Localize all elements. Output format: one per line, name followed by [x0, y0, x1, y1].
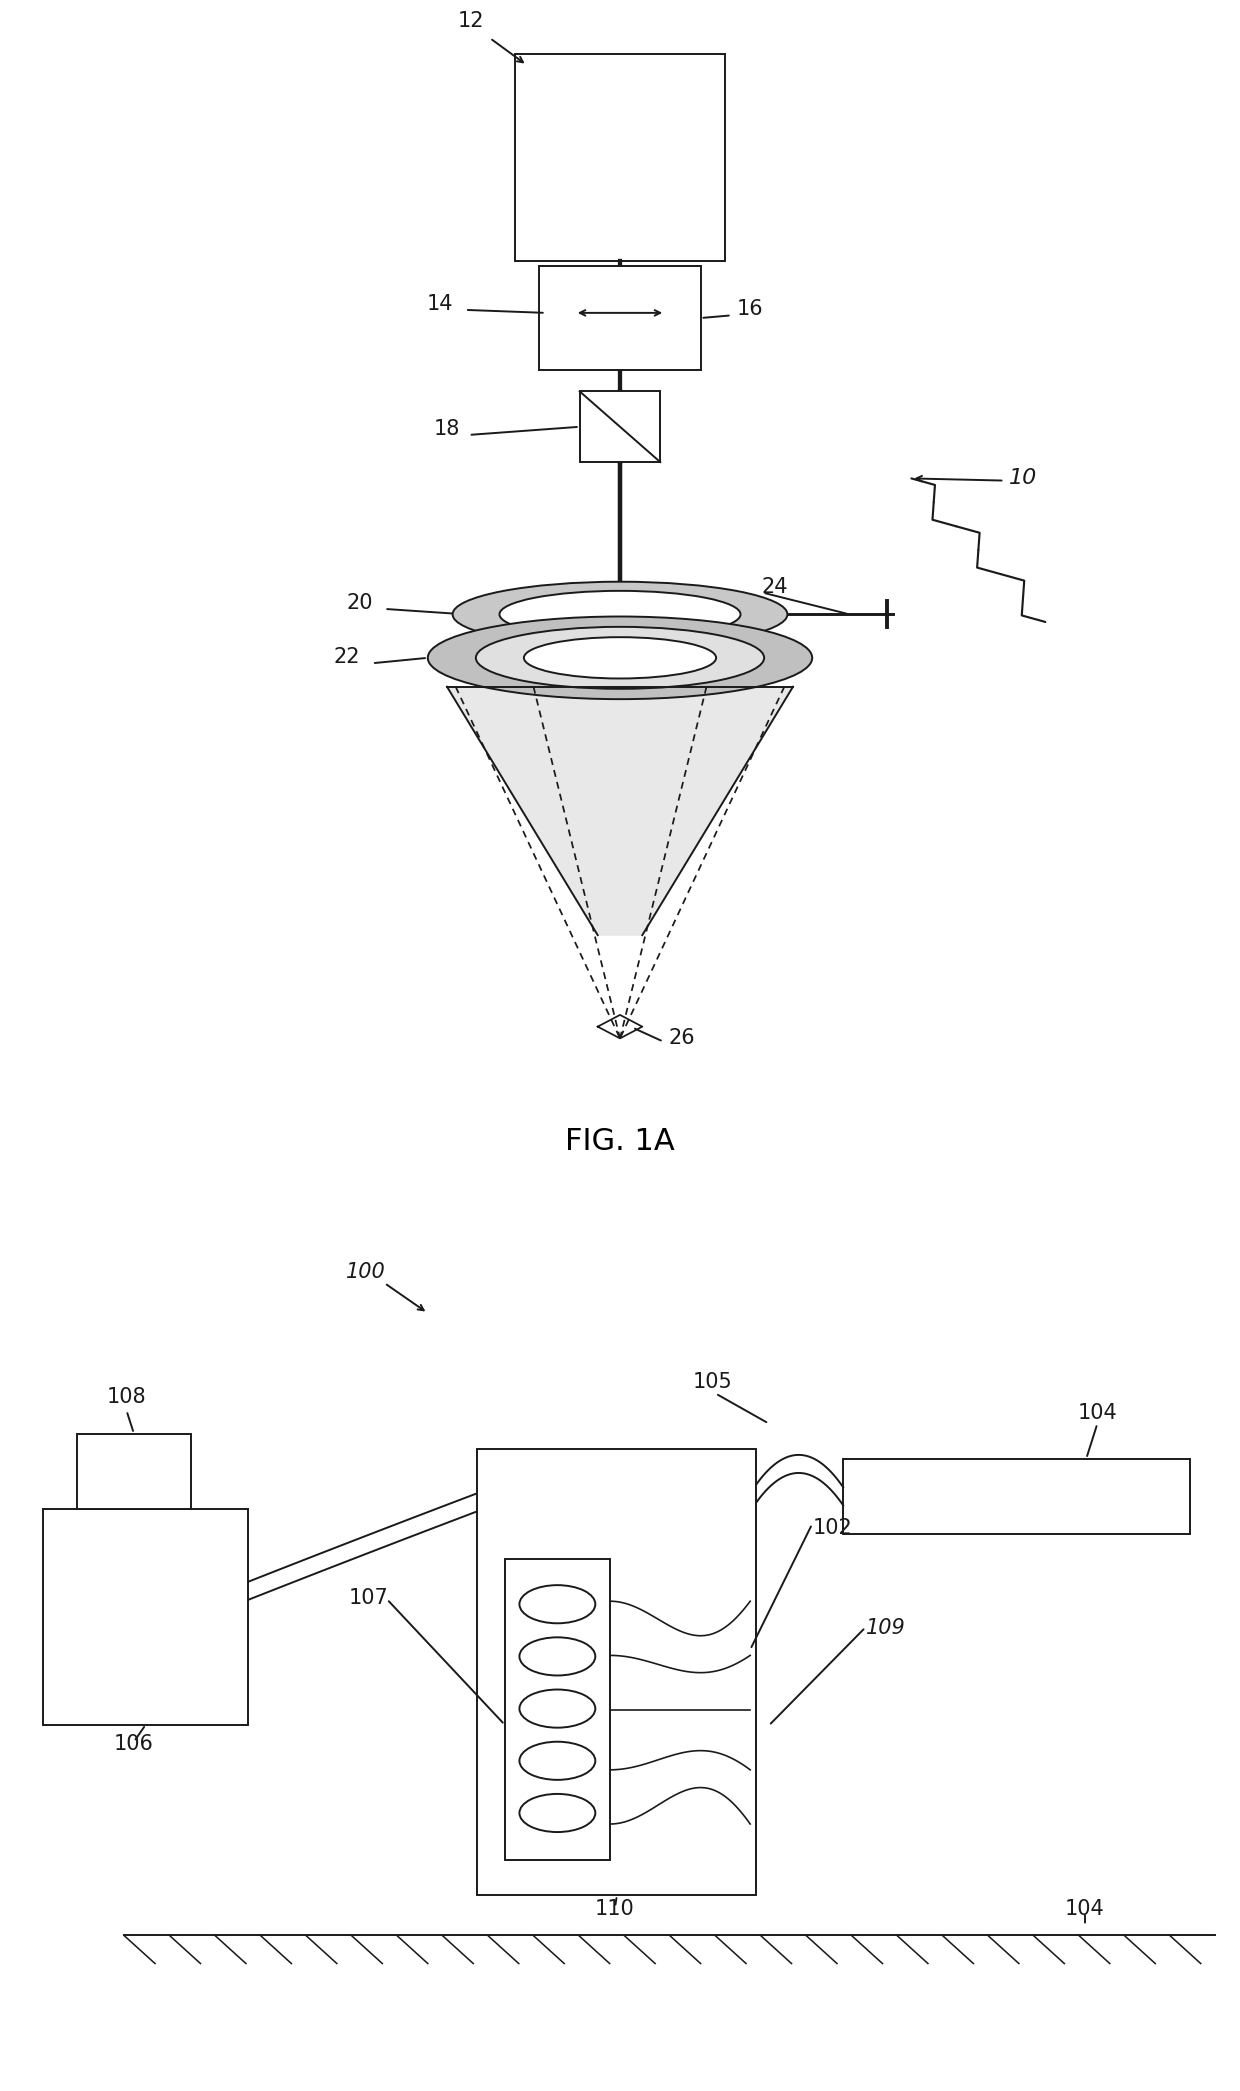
Bar — [539, 266, 701, 370]
Text: 12: 12 — [458, 10, 485, 31]
Text: 100: 100 — [346, 1263, 386, 1282]
Text: 16: 16 — [737, 299, 764, 320]
Bar — [843, 1460, 1190, 1535]
Text: 110: 110 — [595, 1899, 635, 1920]
Text: 10: 10 — [1009, 468, 1037, 487]
Text: 104: 104 — [1065, 1899, 1105, 1920]
Ellipse shape — [523, 638, 717, 677]
Text: 102: 102 — [812, 1518, 852, 1539]
Bar — [515, 54, 725, 261]
Ellipse shape — [520, 1690, 595, 1727]
Text: 104: 104 — [1078, 1403, 1117, 1422]
Text: 14: 14 — [427, 295, 454, 314]
Bar — [477, 1449, 756, 1894]
Ellipse shape — [476, 627, 764, 688]
Text: 108: 108 — [107, 1388, 146, 1407]
Text: 24: 24 — [761, 577, 789, 596]
Bar — [580, 391, 660, 462]
Ellipse shape — [520, 1585, 595, 1623]
Text: 22: 22 — [334, 648, 361, 667]
Text: 105: 105 — [693, 1372, 733, 1393]
Text: 26: 26 — [668, 1029, 696, 1048]
Bar — [77, 1434, 191, 1510]
Bar — [505, 1560, 610, 1861]
Text: 18: 18 — [433, 418, 460, 439]
Ellipse shape — [453, 581, 787, 646]
Text: 106: 106 — [114, 1733, 154, 1754]
Ellipse shape — [500, 592, 740, 638]
Ellipse shape — [520, 1742, 595, 1779]
Ellipse shape — [520, 1794, 595, 1832]
Text: 107: 107 — [348, 1589, 388, 1608]
Text: FIG. 1A: FIG. 1A — [565, 1127, 675, 1156]
Polygon shape — [446, 686, 794, 935]
Ellipse shape — [428, 617, 812, 698]
Bar — [43, 1510, 248, 1725]
Text: 20: 20 — [346, 594, 373, 613]
Ellipse shape — [520, 1637, 595, 1675]
Text: 109: 109 — [866, 1618, 905, 1639]
